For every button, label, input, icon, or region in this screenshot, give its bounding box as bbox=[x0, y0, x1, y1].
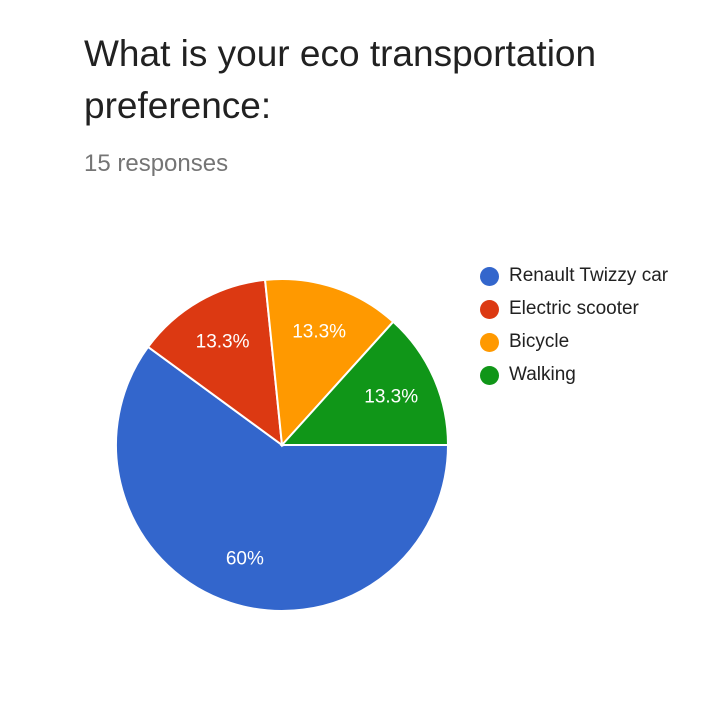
legend: Renault Twizzy car Electric scooter Bicy… bbox=[480, 263, 680, 395]
legend-item-renault-twizzy[interactable]: Renault Twizzy car bbox=[480, 263, 680, 288]
legend-label: Bicycle bbox=[509, 331, 570, 352]
legend-swatch bbox=[480, 333, 499, 352]
slice-label: 60% bbox=[226, 549, 264, 570]
legend-item-electric-scooter[interactable]: Electric scooter bbox=[480, 296, 680, 321]
response-count: 15 responses bbox=[84, 150, 229, 177]
legend-swatch bbox=[480, 300, 499, 319]
legend-label: Electric scooter bbox=[509, 298, 639, 319]
pie-slice-bicycle[interactable] bbox=[263, 278, 395, 448]
legend-label: Walking bbox=[509, 364, 576, 385]
legend-item-walking[interactable]: Walking bbox=[480, 362, 680, 387]
legend-swatch bbox=[480, 366, 499, 385]
legend-swatch bbox=[480, 267, 499, 286]
legend-label: Renault Twizzy car bbox=[509, 265, 669, 286]
pie-slice-renault-twizzy-car[interactable] bbox=[115, 345, 450, 612]
legend-item-bicycle[interactable]: Bicycle bbox=[480, 329, 680, 354]
slice-label: 13.3% bbox=[196, 331, 250, 352]
pie-slice-electric-scooter[interactable] bbox=[146, 278, 284, 448]
slice-label: 13.3% bbox=[364, 386, 418, 407]
chart-title: What is your eco transportation preferen… bbox=[84, 33, 597, 126]
pie-slice-walking[interactable] bbox=[279, 320, 450, 446]
slice-label: 13.3% bbox=[292, 321, 346, 342]
